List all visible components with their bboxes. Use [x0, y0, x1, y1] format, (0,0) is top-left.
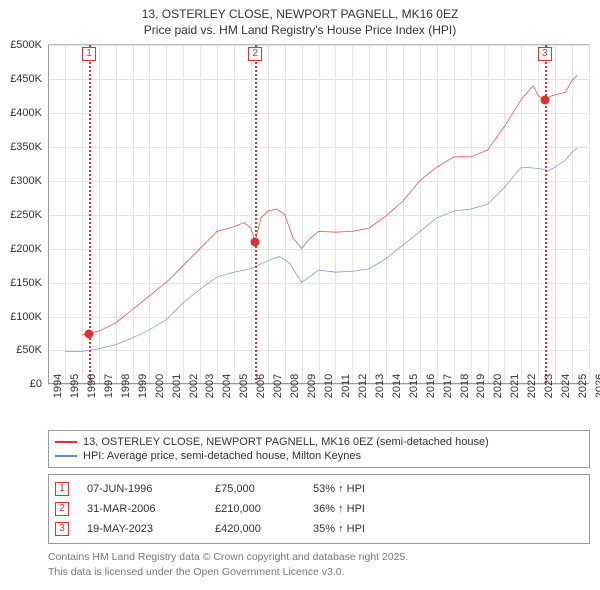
- footnote: Contains HM Land Registry data © Crown c…: [48, 550, 590, 578]
- event-delta: 36% ↑ HPI: [313, 503, 365, 515]
- x-tick-label: 2022: [526, 374, 538, 398]
- y-tick-label: £50K: [16, 344, 42, 356]
- y-tick-label: £150K: [10, 277, 42, 289]
- legend-label: HPI: Average price, semi-detached house,…: [83, 450, 361, 462]
- y-axis-labels: £0£50K£100K£150K£200K£250K£300K£350K£400…: [0, 45, 46, 384]
- x-tick-label: 1998: [120, 374, 132, 398]
- x-tick-label: 2024: [560, 374, 572, 398]
- event-index-badge: 1: [55, 482, 69, 496]
- x-tick-label: 2001: [171, 374, 183, 398]
- event-delta: 35% ↑ HPI: [313, 523, 365, 535]
- y-tick-label: £300K: [10, 175, 42, 187]
- x-tick-label: 2009: [306, 374, 318, 398]
- marker-layer: 1 2 3: [48, 45, 589, 384]
- legend-box: 13, OSTERLEY CLOSE, NEWPORT PAGNELL, MK1…: [48, 430, 590, 468]
- x-tick-label: 2015: [408, 374, 420, 398]
- chart-title-line2: Price paid vs. HM Land Registry's House …: [10, 22, 590, 38]
- x-tick-label: 2016: [425, 374, 437, 398]
- legend-row: 13, OSTERLEY CLOSE, NEWPORT PAGNELL, MK1…: [55, 435, 583, 449]
- x-tick-label: 2005: [238, 374, 250, 398]
- x-tick-label: 1997: [103, 374, 115, 398]
- x-tick-label: 2003: [204, 374, 216, 398]
- x-tick-label: 2021: [509, 374, 521, 398]
- y-tick-label: £450K: [10, 73, 42, 85]
- x-tick-label: 2000: [154, 374, 166, 398]
- x-tick-label: 2011: [340, 375, 352, 399]
- x-tick-label: 2023: [543, 374, 555, 398]
- y-tick-label: £250K: [10, 209, 42, 221]
- y-tick-label: £350K: [10, 141, 42, 153]
- chart-plot-area: £0£50K£100K£150K£200K£250K£300K£350K£400…: [48, 44, 590, 384]
- legend-row: HPI: Average price, semi-detached house,…: [55, 449, 583, 463]
- marker-flag-2: 2: [248, 47, 262, 61]
- footnote-line2: This data is licensed under the Open Gov…: [48, 565, 590, 579]
- marker-flag-1: 1: [82, 47, 96, 61]
- event-row: 1 07-JUN-1996 £75,000 53% ↑ HPI: [55, 479, 583, 499]
- y-axis-line: [48, 45, 49, 384]
- x-tick-label: 1995: [69, 374, 81, 398]
- x-tick-label: 1994: [52, 374, 64, 398]
- x-tick-label: 1999: [137, 374, 149, 398]
- y-tick-label: £400K: [10, 107, 42, 119]
- event-date: 31-MAR-2006: [87, 503, 197, 515]
- x-tick-label: 2012: [357, 374, 369, 398]
- marker-line-2: [255, 45, 257, 384]
- chart-title-block: 13, OSTERLEY CLOSE, NEWPORT PAGNELL, MK1…: [0, 0, 600, 40]
- y-tick-label: £100K: [10, 311, 42, 323]
- gridline-v: [589, 45, 590, 384]
- events-table: 1 07-JUN-1996 £75,000 53% ↑ HPI 2 31-MAR-2006…: [48, 474, 590, 544]
- x-tick-label: 2017: [442, 374, 454, 398]
- legend-label: 13, OSTERLEY CLOSE, NEWPORT PAGNELL, MK1…: [83, 436, 489, 448]
- legend-swatch: [55, 441, 77, 443]
- x-tick-label: 2010: [323, 374, 335, 398]
- x-tick-label: 2004: [221, 374, 233, 398]
- event-row: 3 19-MAY-2023 £420,000 35% ↑ HPI: [55, 519, 583, 539]
- event-price: £75,000: [215, 483, 295, 495]
- x-tick-label: 2014: [391, 374, 403, 398]
- x-tick-label: 2008: [289, 374, 301, 398]
- event-index-badge: 3: [55, 522, 69, 536]
- x-tick-label: 2006: [255, 374, 267, 398]
- y-tick-label: £0: [30, 378, 42, 390]
- event-row: 2 31-MAR-2006 £210,000 36% ↑ HPI: [55, 499, 583, 519]
- legend-swatch: [55, 455, 77, 457]
- marker-dot-2: [251, 238, 260, 247]
- footnote-line1: Contains HM Land Registry data © Crown c…: [48, 550, 590, 564]
- x-tick-label: 2013: [374, 374, 386, 398]
- x-tick-label: 2020: [492, 374, 504, 398]
- event-delta: 53% ↑ HPI: [313, 483, 365, 495]
- y-tick-label: £500K: [10, 39, 42, 51]
- x-axis-labels: 1994199519961997199819992000200120022003…: [48, 384, 590, 424]
- marker-dot-1: [85, 329, 94, 338]
- y-tick-label: £200K: [10, 243, 42, 255]
- x-tick-label: 2002: [188, 374, 200, 398]
- event-price: £420,000: [215, 523, 295, 535]
- marker-flag-3: 3: [538, 47, 552, 61]
- x-tick-label: 2019: [475, 374, 487, 398]
- event-date: 07-JUN-1996: [87, 483, 197, 495]
- marker-dot-3: [540, 95, 549, 104]
- chart-title-line1: 13, OSTERLEY CLOSE, NEWPORT PAGNELL, MK1…: [10, 6, 590, 22]
- event-date: 19-MAY-2023: [87, 523, 197, 535]
- x-tick-label: 1996: [86, 374, 98, 398]
- x-tick-label: 2026: [594, 374, 600, 398]
- x-tick-label: 2018: [459, 374, 471, 398]
- event-index-badge: 2: [55, 502, 69, 516]
- x-tick-label: 2007: [272, 374, 284, 398]
- x-tick-label: 2025: [577, 374, 589, 398]
- event-price: £210,000: [215, 503, 295, 515]
